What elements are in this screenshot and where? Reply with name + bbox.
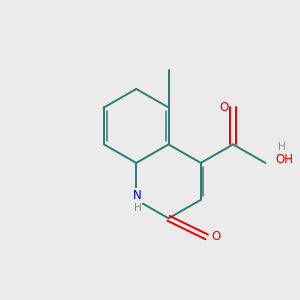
Text: H: H: [134, 203, 142, 213]
Text: O: O: [212, 230, 221, 243]
Text: H: H: [278, 142, 285, 152]
Text: N: N: [134, 189, 142, 202]
Text: OH: OH: [276, 154, 294, 166]
Text: O: O: [219, 101, 228, 114]
